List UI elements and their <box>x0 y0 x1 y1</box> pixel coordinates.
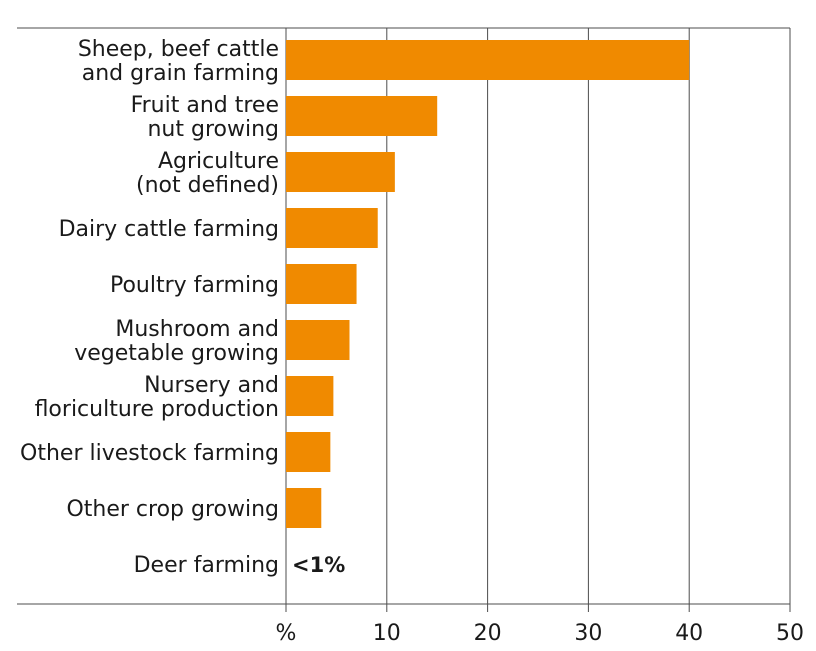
bars <box>286 40 690 528</box>
bar-5 <box>286 264 357 304</box>
category-label-9: Other crop growing <box>66 497 279 522</box>
bar-4 <box>286 208 378 248</box>
bar-2 <box>286 96 438 136</box>
x-tick-40: 40 <box>675 621 703 646</box>
bar-8 <box>286 432 331 472</box>
x-tick-50: 50 <box>776 621 804 646</box>
bar-6 <box>286 320 350 360</box>
bar-1 <box>286 40 690 80</box>
bar-7 <box>286 376 334 416</box>
category-label-7: Nursery and floriculture production <box>35 373 279 422</box>
category-label-8: Other livestock farming <box>20 441 279 466</box>
category-label-4: Dairy cattle farming <box>59 217 279 242</box>
bar-9 <box>286 488 322 528</box>
bar-3 <box>286 152 395 192</box>
x-tick-labels: 10 20 30 40 50 <box>373 621 804 646</box>
category-label-6: Mushroom and vegetable growing <box>74 317 279 366</box>
x-tick-30: 30 <box>574 621 602 646</box>
data-label-10: <1% <box>292 553 345 577</box>
category-label-1: Sheep, beef cattle and grain farming <box>78 37 279 86</box>
category-label-5: Poultry farming <box>110 273 279 298</box>
category-label-10: Deer farming <box>134 553 279 578</box>
category-label-3: Agriculture (not defined) <box>136 149 279 198</box>
x-tick-10: 10 <box>373 621 401 646</box>
x-tick-20: 20 <box>474 621 502 646</box>
x-axis-label: % <box>276 621 297 646</box>
data-labels: <1% <box>292 553 345 577</box>
category-label-2: Fruit and tree nut growing <box>131 93 279 142</box>
category-labels: Sheep, beef cattle and grain farming Fruit… <box>20 37 279 578</box>
